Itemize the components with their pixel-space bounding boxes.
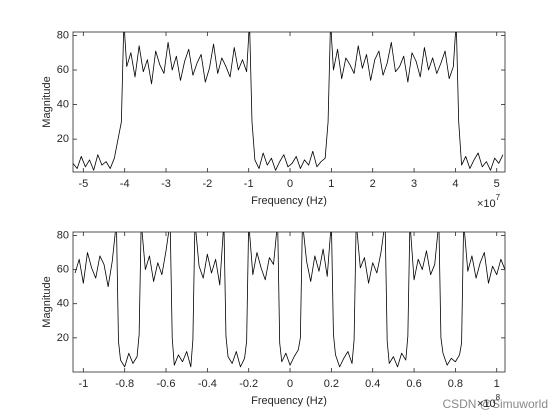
x-tick-label: 3 <box>411 178 417 190</box>
axes-background <box>73 232 505 372</box>
x-tick-label: -4 <box>120 178 130 190</box>
x-tick-label: 0.8 <box>448 378 463 390</box>
x-tick-label: -1 <box>244 178 254 190</box>
y-tick-label: 60 <box>57 263 69 275</box>
watermark: CSDN @Simuworld <box>442 397 548 411</box>
x-tick-label: 1 <box>494 378 500 390</box>
x-scale-base: ×10 <box>477 198 496 210</box>
y-tick-label: 80 <box>57 229 69 241</box>
x-tick-label: -0.2 <box>239 378 258 390</box>
y-tick-label: 40 <box>57 98 69 110</box>
x-tick-label: -0.6 <box>157 378 176 390</box>
x-scale-label: ×107 <box>477 193 501 210</box>
x-scale-label: ×108 <box>477 393 501 410</box>
x-tick-label: 0.4 <box>365 378 380 390</box>
x-tick-label: -3 <box>161 178 171 190</box>
signal-line <box>73 32 504 171</box>
x-tick-label: 2 <box>370 178 376 190</box>
x-tick-label: -0.4 <box>198 378 217 390</box>
y-tick-label: 40 <box>57 298 69 310</box>
y-tick-label: 80 <box>57 29 69 41</box>
x-tick-label: 0.6 <box>406 378 421 390</box>
x-tick-label: 0 <box>287 178 293 190</box>
y-tick-label: 20 <box>57 332 69 344</box>
x-scale-base: ×10 <box>477 398 496 410</box>
x-scale-exponent: 7 <box>496 193 501 202</box>
x-axis-label: Frequency (Hz) <box>251 195 327 207</box>
x-tick-label: 0.2 <box>324 378 339 390</box>
axes-box <box>72 231 506 373</box>
x-tick-label: 0 <box>287 378 293 390</box>
x-tick-label: 5 <box>494 178 500 190</box>
y-tick-label: 20 <box>57 133 69 145</box>
x-tick-label: -2 <box>202 178 212 190</box>
x-tick-label: 4 <box>452 178 458 190</box>
y-tick-label: 60 <box>57 64 69 76</box>
x-scale-exponent: 8 <box>496 393 501 402</box>
signal-line <box>74 232 505 368</box>
y-axis-label: Magnitude <box>41 76 53 127</box>
x-axis-label: Frequency (Hz) <box>251 395 327 407</box>
axes-box <box>72 31 506 173</box>
x-tick-label: -0.8 <box>115 378 134 390</box>
axes-background <box>73 32 505 172</box>
x-tick-label: -1 <box>78 378 88 390</box>
x-tick-label: -5 <box>78 178 88 190</box>
y-axis-label: Magnitude <box>41 276 53 327</box>
x-tick-label: 1 <box>328 178 334 190</box>
